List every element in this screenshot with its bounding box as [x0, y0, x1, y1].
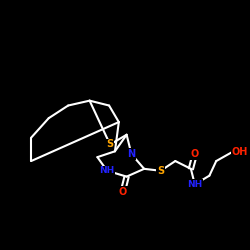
Text: NH: NH	[100, 166, 115, 175]
Text: O: O	[191, 149, 199, 159]
Text: OH: OH	[232, 147, 248, 157]
Text: NH: NH	[187, 180, 202, 189]
Text: S: S	[106, 140, 114, 149]
Text: S: S	[157, 166, 164, 176]
Text: N: N	[128, 149, 136, 159]
Text: O: O	[118, 187, 127, 197]
